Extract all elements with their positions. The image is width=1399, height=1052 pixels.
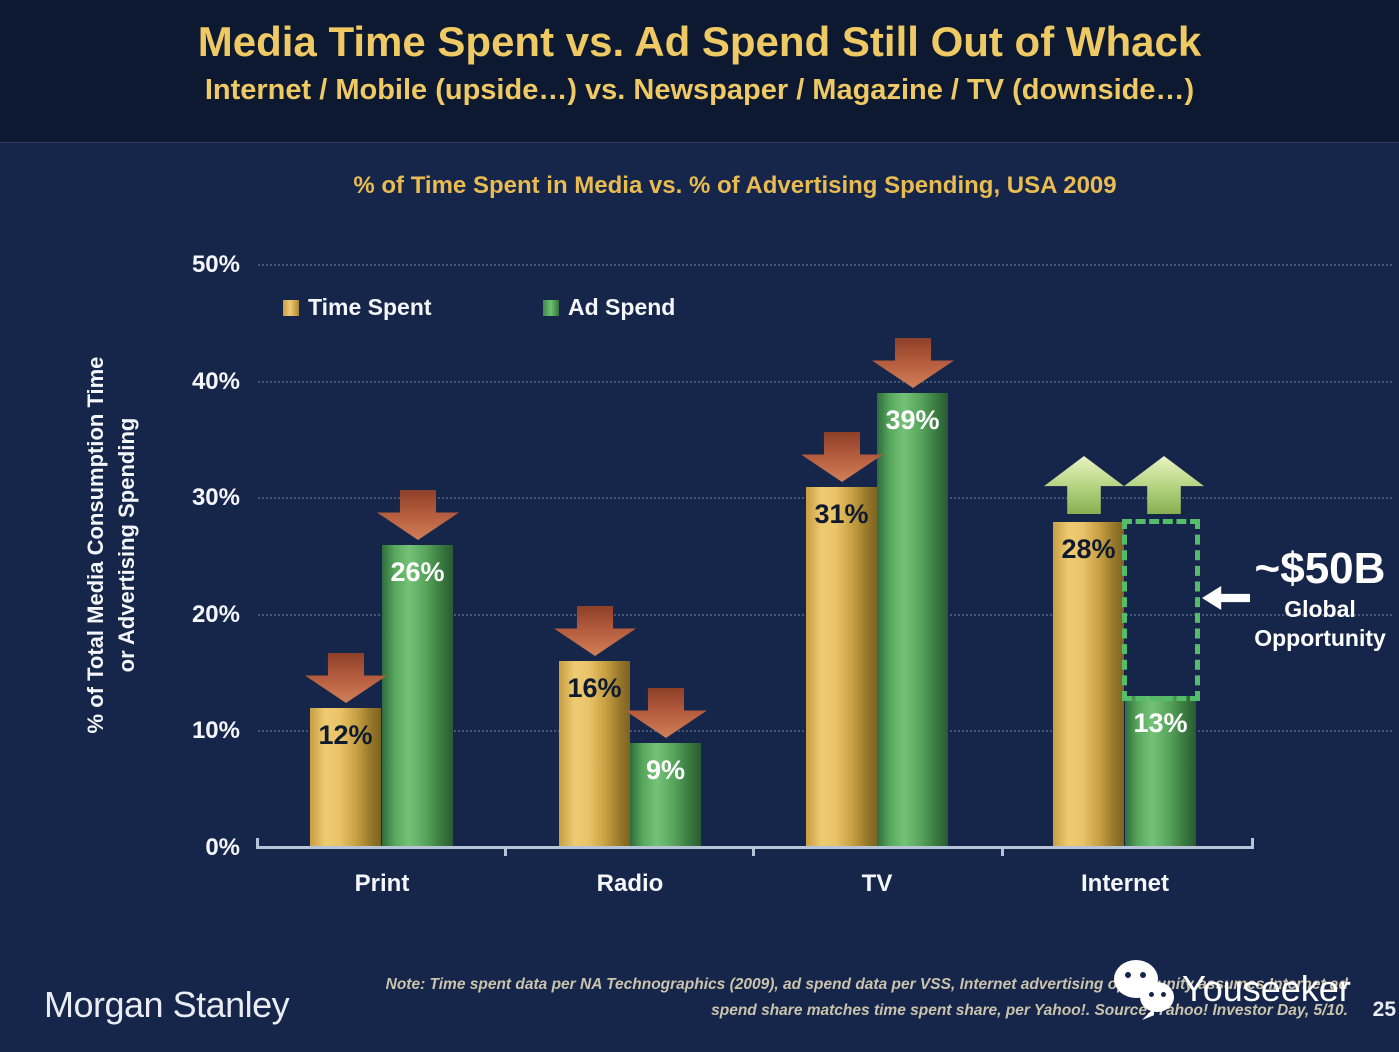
y-axis-label-line1: % of Total Media Consumption Time (83, 356, 108, 734)
category-label-internet: Internet (1080, 870, 1169, 897)
bar-print-ad-spend: 26% (382, 545, 453, 848)
x-axis-tick-3 (1001, 849, 1004, 856)
bar-value-radio-time: 16% (567, 673, 622, 703)
legend-swatch-gold (283, 299, 299, 316)
source-note: Note: Time spent data per NA Technograph… (288, 972, 1348, 1024)
category-label-radio: Radio (596, 870, 664, 897)
chart-title: % of Time Spent in Media vs. % of Advert… (353, 172, 1117, 199)
legend-item-ad-spend: Ad Spend (543, 294, 675, 321)
wechat-eye (1149, 992, 1154, 997)
bar-value-print-time: 12% (318, 720, 373, 750)
page-number: 25 (1372, 998, 1396, 1021)
x-axis-end-tick-left (256, 838, 259, 847)
bar-value-radio-ad: 9% (645, 755, 686, 785)
gridline-40 (258, 381, 1392, 383)
slide-title: Media Time Spent vs. Ad Spend Still Out … (197, 18, 1202, 65)
y-tick-40: 40% (191, 368, 240, 395)
gridline-50 (258, 264, 1392, 266)
legend-item-time-spent: Time Spent (283, 294, 432, 321)
category-label-tv: TV (861, 870, 893, 897)
opportunity-dashed-box (1122, 519, 1200, 701)
x-axis-end-tick-right (1251, 838, 1254, 847)
source-note-line2: spend share matches time spent share, pe… (711, 1002, 1348, 1019)
category-label-print: Print (354, 870, 410, 897)
bar-radio-ad-spend: 9% (630, 743, 701, 848)
bar-value-internet-time: 28% (1061, 534, 1116, 564)
x-axis-tick-1 (504, 849, 507, 856)
down-arrow-icon-print-time (305, 653, 387, 703)
y-tick-30: 30% (191, 484, 240, 511)
wechat-icon (1114, 960, 1184, 1022)
legend-swatch-green (543, 299, 559, 316)
y-axis-label-line2: or Advertising Spending (114, 417, 139, 673)
legend-label-time-spent: Time Spent (308, 294, 432, 320)
down-arrow-icon-tv-time (801, 432, 883, 482)
legend-label-ad-spend: Ad Spend (568, 294, 676, 320)
y-tick-50: 50% (191, 251, 240, 278)
slide-subtitle: Internet / Mobile (upside…) vs. Newspape… (204, 74, 1195, 106)
wechat-eye (1125, 972, 1131, 978)
y-tick-10: 10% (191, 717, 240, 744)
bar-value-print-ad: 26% (390, 557, 445, 587)
wechat-eye (1140, 972, 1146, 978)
y-tick-20: 20% (191, 601, 240, 628)
up-arrow-icon-internet-time (1044, 456, 1124, 514)
bar-internet-ad-spend: 13% (1125, 696, 1196, 848)
morgan-stanley-logo: Morgan Stanley (44, 984, 290, 1025)
x-axis (256, 846, 1254, 849)
bar-value-tv-ad: 39% (885, 405, 940, 435)
bar-value-tv-time: 31% (814, 499, 869, 529)
bar-tv-ad-spend: 39% (877, 393, 948, 848)
y-axis-label: % of Total Media Consumption Time or Adv… (80, 265, 144, 825)
bar-print-time-spent: 12% (310, 708, 381, 848)
bar-radio-time-spent: 16% (559, 661, 630, 848)
up-arrow-icon-internet-ad (1124, 456, 1204, 514)
wechat-bubble-small (1140, 982, 1174, 1012)
opportunity-label-line1: Global (1284, 596, 1356, 622)
bar-internet-time-spent: 28% (1053, 522, 1124, 848)
opportunity-label-line2: Opportunity (1254, 625, 1386, 651)
bar-tv-time-spent: 31% (806, 487, 877, 848)
header-band: Media Time Spent vs. Ad Spend Still Out … (0, 0, 1399, 143)
watermark-label: Youseeker (1182, 968, 1351, 1009)
source-note-line1: Note: Time spent data per NA Technograph… (385, 976, 1348, 993)
x-axis-tick-2 (752, 849, 755, 856)
y-tick-0: 0% (205, 834, 240, 861)
wechat-eye (1161, 992, 1166, 997)
bar-value-internet-ad: 13% (1133, 708, 1188, 738)
opportunity-value: ~$50B (1254, 544, 1386, 593)
